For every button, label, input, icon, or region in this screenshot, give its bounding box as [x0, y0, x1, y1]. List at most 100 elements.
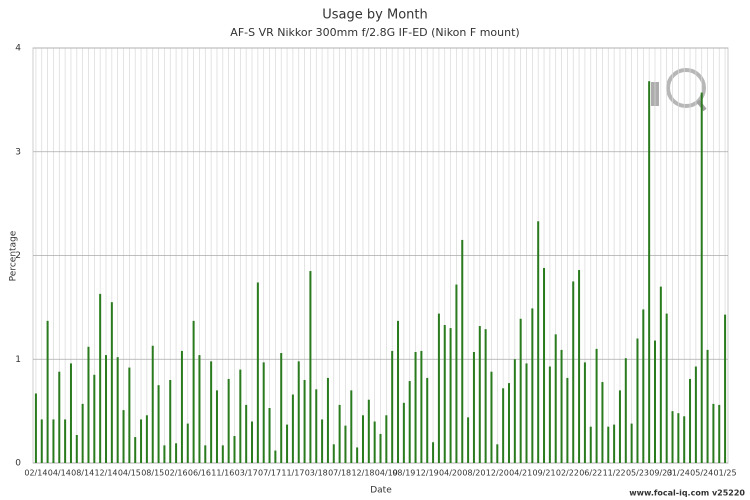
bar [175, 443, 178, 463]
bar [245, 404, 248, 463]
bar [718, 404, 721, 463]
bar [496, 444, 499, 463]
bar [58, 371, 61, 463]
bar [239, 369, 242, 463]
bar [268, 408, 271, 463]
bar [379, 433, 382, 463]
bar [671, 411, 674, 463]
x-tick-label: 05/23 [626, 469, 649, 478]
bar [40, 419, 43, 463]
bar [648, 81, 651, 463]
x-tick-label: 04/15 [118, 469, 141, 478]
bar [624, 358, 627, 463]
bar [140, 419, 143, 463]
bar [507, 383, 510, 463]
bar [163, 445, 166, 463]
bar [186, 423, 189, 463]
bar [455, 284, 458, 463]
bar [683, 416, 686, 463]
bar [560, 349, 563, 463]
bar [537, 221, 540, 463]
bar [367, 399, 370, 463]
bar [280, 353, 283, 463]
bar [338, 404, 341, 463]
bar [110, 302, 113, 463]
bar [87, 346, 90, 463]
bar [350, 390, 353, 463]
footer: www.focal-iq.com v25220 [629, 489, 745, 498]
bar [513, 359, 516, 463]
bar [601, 382, 604, 463]
bar [443, 325, 446, 463]
bar [519, 318, 522, 463]
bar [326, 377, 329, 463]
y-tick-label: 2 [15, 251, 21, 261]
bar [256, 282, 259, 463]
bar [75, 434, 78, 463]
bar [221, 445, 224, 463]
x-tick-label: 12/18 [351, 469, 374, 478]
x-tick-label: 08/15 [141, 469, 164, 478]
bar [613, 424, 616, 463]
y-tick-label: 4 [15, 44, 21, 54]
bar [426, 377, 429, 463]
bar [583, 362, 586, 463]
bar [385, 415, 388, 463]
x-tick-label: 11/17 [281, 469, 304, 478]
x-tick-label: 11/22 [603, 469, 626, 478]
bar [397, 320, 400, 463]
bar [653, 340, 656, 463]
bar [105, 355, 108, 463]
x-tick-label: 04/20 [439, 469, 462, 478]
bar [315, 389, 318, 463]
bar [169, 380, 172, 463]
bar [689, 378, 692, 463]
bar [116, 357, 119, 463]
x-tick-label: 11/16 [211, 469, 234, 478]
x-tick-label: 05/24 [690, 469, 713, 478]
x-tick-label: 09/23 [649, 469, 672, 478]
bar [467, 417, 470, 463]
x-tick-label: 07/18 [328, 469, 351, 478]
bar [595, 348, 598, 463]
bar [642, 309, 645, 463]
x-tick-label: 08/20 [462, 469, 485, 478]
bar [694, 366, 697, 463]
bar [408, 381, 411, 463]
bar [309, 271, 312, 463]
x-tick-label: 04/19 [375, 469, 398, 478]
bar [134, 437, 137, 463]
y-tick-label: 3 [15, 147, 21, 157]
x-tick-label: 02/16 [165, 469, 188, 478]
x-tick-label: 09/21 [532, 469, 555, 478]
bar [531, 308, 534, 463]
bar [420, 350, 423, 463]
bar [93, 374, 96, 463]
x-tick-label: 01/25 [714, 469, 737, 478]
bar [414, 351, 417, 463]
x-tick-label: 04/21 [509, 469, 532, 478]
bar [490, 371, 493, 463]
bar [449, 328, 452, 463]
bar [484, 329, 487, 463]
x-tick-label: 06/16 [188, 469, 211, 478]
bar [373, 421, 376, 463]
bar [461, 239, 464, 463]
bar [578, 270, 581, 463]
bar [46, 320, 49, 463]
bar [192, 320, 195, 463]
bar [636, 338, 639, 463]
bar [204, 445, 207, 463]
bar [180, 350, 183, 463]
bar [297, 361, 300, 463]
bar [706, 349, 709, 463]
bar [344, 425, 347, 463]
bar [69, 363, 72, 463]
bar [361, 415, 364, 463]
x-tick-label: 02/14 [24, 469, 47, 478]
bar [215, 390, 218, 463]
bar [391, 350, 394, 463]
bar [274, 450, 277, 463]
bar [151, 345, 154, 463]
x-tick-label: 08/14 [71, 469, 94, 478]
